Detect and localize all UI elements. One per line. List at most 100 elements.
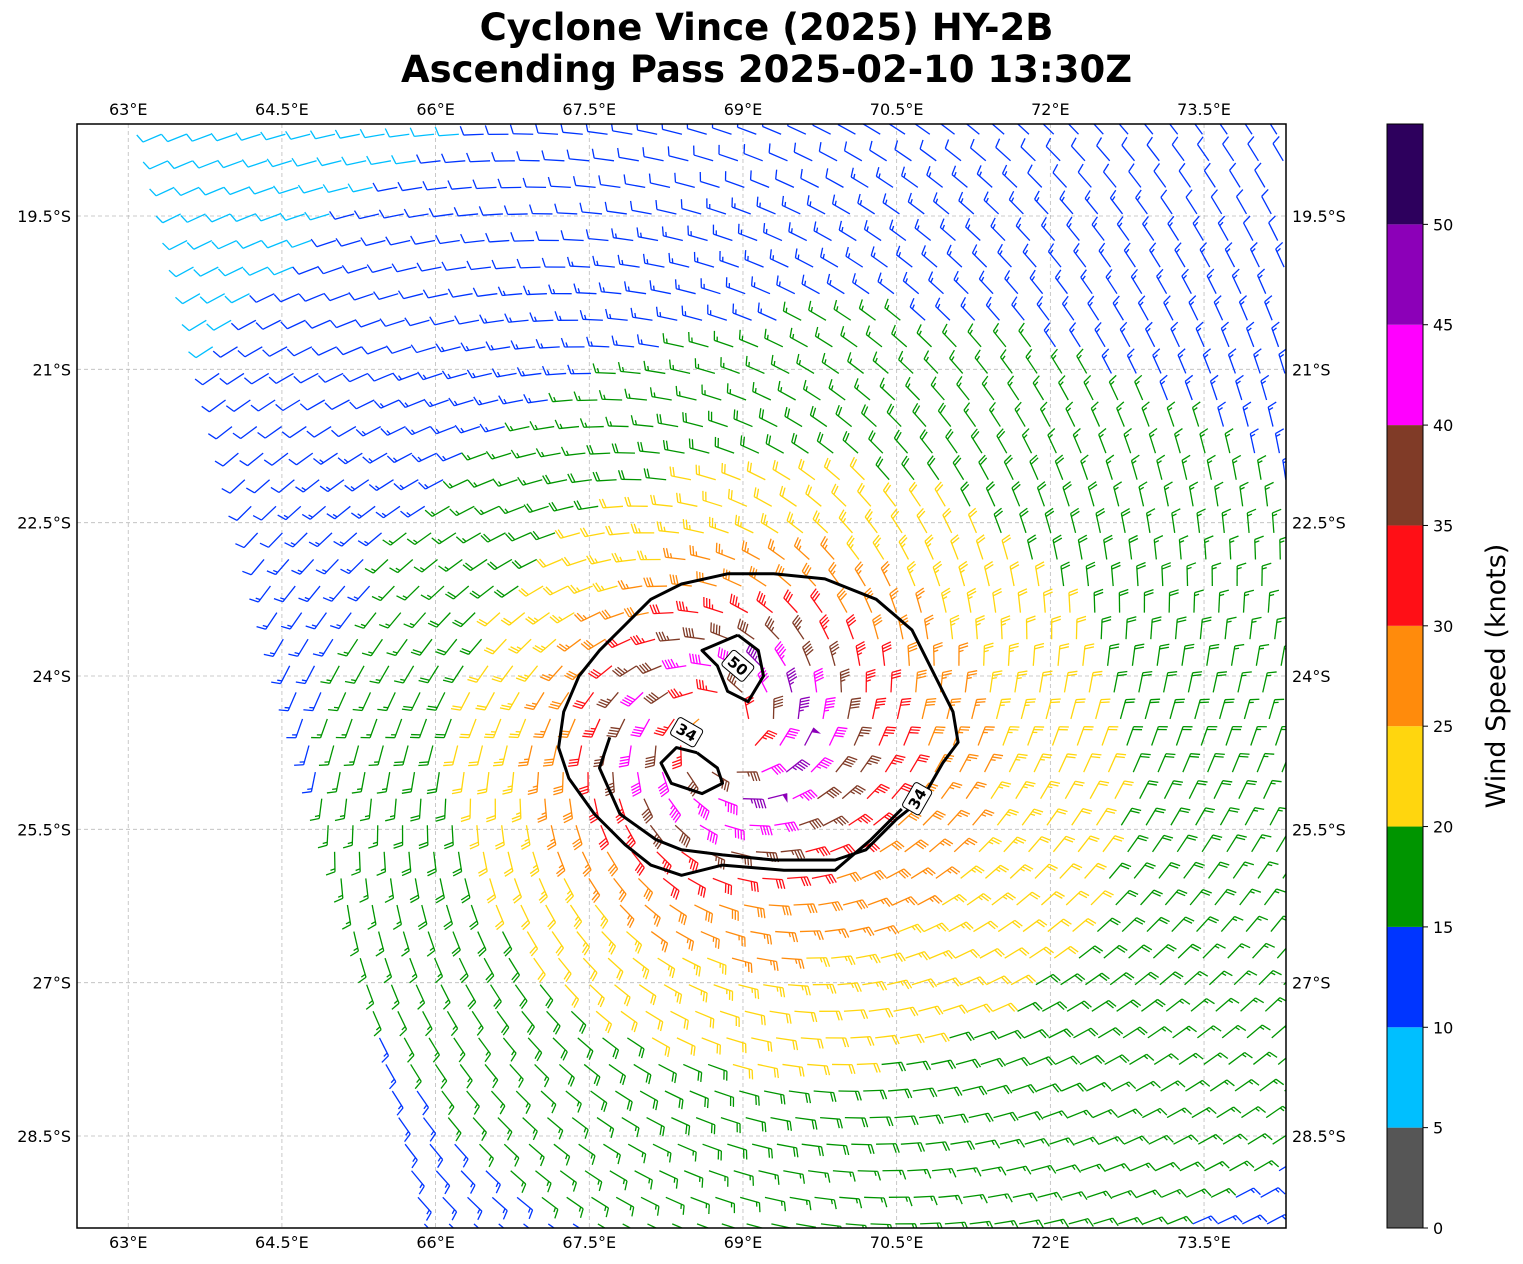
top-lon-tick-label: 70.5°E [870, 100, 924, 119]
wind-barb [522, 177, 547, 189]
wind-barb [656, 521, 680, 534]
wind-barb [1119, 698, 1136, 720]
wind-barb [1098, 242, 1112, 268]
wind-barb [529, 421, 555, 431]
wind-barb [486, 878, 497, 904]
wind-barb [695, 464, 716, 481]
wind-barb [491, 151, 515, 162]
wind-barb [499, 692, 520, 711]
wind-barb [749, 170, 770, 188]
wind-barb [754, 729, 778, 746]
wind-barb [693, 798, 710, 821]
wind-barb [359, 128, 385, 139]
wind-barb [343, 745, 360, 766]
wind-barb [558, 957, 572, 983]
wind-barb [718, 904, 739, 921]
wind-barb [344, 479, 370, 492]
wind-barb [972, 809, 995, 826]
wind-barb [619, 691, 644, 707]
wind-barb [971, 698, 987, 720]
wind-barb [558, 1063, 575, 1087]
wind-barb [1162, 671, 1178, 693]
wind-barb [711, 124, 732, 135]
chart-title-line-1: Cyclone Vince (2025) HY-2B [479, 6, 1054, 49]
wind-barb [1053, 945, 1079, 959]
wind-barb [418, 745, 434, 767]
wind-barb [1217, 401, 1226, 427]
wind-barb [360, 718, 378, 739]
wind-barb [562, 798, 574, 824]
wind-barb [442, 479, 469, 489]
wind-barb [1026, 534, 1037, 560]
wind-barb [1025, 615, 1036, 640]
wind-barb [841, 784, 866, 800]
wind-barb [235, 132, 261, 141]
wind-barb [576, 931, 590, 956]
wind-barb [646, 1117, 665, 1137]
wind-barb [1061, 1082, 1087, 1092]
wind-barb [1196, 916, 1219, 932]
wind-barb [867, 897, 894, 908]
wind-barb [484, 125, 509, 136]
wind-barb [612, 665, 638, 677]
wind-barb [442, 1196, 458, 1221]
wind-barb [560, 337, 585, 348]
bottom-lon-tick-label: 73.5°E [1177, 1233, 1231, 1252]
wind-barb [743, 144, 763, 162]
wind-barb [1279, 536, 1286, 560]
wind-barb [181, 319, 207, 332]
wind-barb [259, 532, 283, 548]
wind-barb [1207, 752, 1225, 773]
wind-barb [1004, 947, 1030, 959]
wind-barb [567, 473, 592, 484]
wind-barb [847, 697, 862, 720]
wind-barb [953, 837, 978, 853]
wind-barb [626, 931, 643, 954]
wind-barb [1114, 780, 1134, 799]
wind-barb [225, 399, 251, 412]
wind-barb [718, 798, 738, 816]
wind-barb [523, 503, 549, 513]
wind-barb [1171, 916, 1195, 933]
wind-barb [1120, 508, 1131, 534]
wind-barb [1008, 753, 1028, 773]
wind-barb [310, 238, 337, 248]
wind-barb [478, 206, 503, 216]
wind-barb [838, 1090, 862, 1101]
wind-barb [422, 1010, 433, 1037]
wind-barb [992, 322, 1007, 348]
wind-barb [689, 653, 712, 667]
wind-barb [944, 1221, 969, 1228]
wind-barb [687, 225, 708, 242]
wind-barb [1034, 561, 1045, 587]
wind-barb [1133, 862, 1156, 879]
wind-barb [764, 1196, 787, 1212]
wind-barb [1194, 124, 1203, 135]
wind-barb [230, 319, 257, 331]
wind-barb [770, 354, 790, 375]
wind-barb [326, 771, 341, 794]
wind-barb [486, 798, 497, 823]
wind-barb [1237, 671, 1252, 693]
wind-barb [645, 1010, 664, 1032]
wind-barb [1074, 1136, 1100, 1146]
wind-barb [983, 642, 994, 666]
wind-barb [548, 392, 573, 403]
wind-barb [764, 616, 780, 640]
wind-barb [805, 846, 831, 857]
wind-barb [736, 124, 757, 135]
wind-barb [1193, 589, 1204, 613]
wind-barb [475, 692, 495, 711]
wind-barb [329, 612, 352, 630]
wind-barb [1105, 1162, 1131, 1172]
wind-barb [950, 534, 960, 560]
wind-barb [858, 299, 876, 321]
wind-barb [567, 584, 593, 594]
wind-barb [1095, 807, 1117, 826]
wind-barb [1229, 1160, 1255, 1172]
wind-barb [634, 1170, 653, 1190]
wind-barb [809, 405, 828, 428]
wind-barb [1261, 189, 1272, 215]
wind-barb [762, 877, 786, 889]
wind-barb [1250, 725, 1267, 746]
